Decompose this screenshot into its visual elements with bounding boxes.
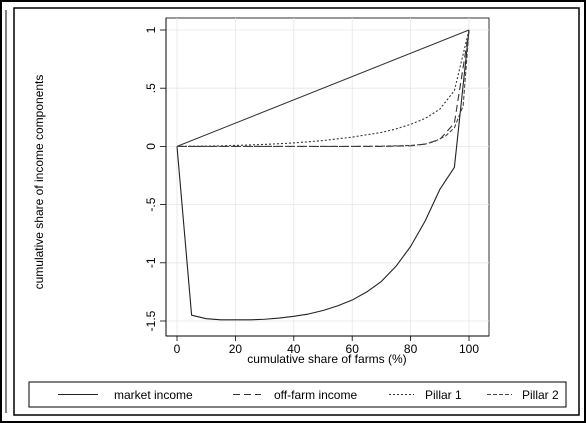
y-tick-label: -1.5 (144, 310, 158, 331)
axes: 0 20 40 60 80 100 -1.5 -1 -.5 0 .5 1 (144, 18, 489, 356)
x-tick-label: 100 (459, 342, 479, 356)
legend-label-pillar-2: Pillar 2 (522, 388, 559, 402)
x-tick-label: 0 (174, 342, 181, 356)
y-tick-label: 0 (144, 143, 158, 150)
y-tick-label: .5 (144, 83, 158, 93)
x-tick-label: 40 (287, 342, 301, 356)
x-axis-title: cumulative share of farms (%) (247, 352, 406, 366)
series-line-pillar-2 (177, 29, 470, 147)
legend-box (28, 381, 567, 408)
reference-diagonal-line (176, 29, 470, 147)
y-tick-label: -1 (144, 257, 158, 268)
x-tick-label: 80 (404, 342, 418, 356)
legend: market income off-farm income Pillar 1 P… (28, 381, 567, 408)
y-tick-label: -.5 (144, 197, 158, 211)
grid-lines (166, 18, 489, 336)
series-line-market-income (176, 29, 470, 321)
y-tick-label: 1 (144, 26, 158, 33)
legend-label-off-farm-income: off-farm income (274, 388, 357, 402)
y-axis-title: cumulative share of income components (32, 75, 46, 290)
series-line-pillar-1 (176, 29, 470, 147)
legend-label-pillar-1: Pillar 1 (425, 388, 462, 402)
legend-label-market-income: market income (114, 388, 193, 402)
plot-area-border (165, 17, 490, 337)
series-line-off-farm-income (177, 29, 470, 147)
x-tick-label: 60 (346, 342, 360, 356)
series-lines (176, 29, 470, 321)
x-tick-label: 20 (229, 342, 243, 356)
